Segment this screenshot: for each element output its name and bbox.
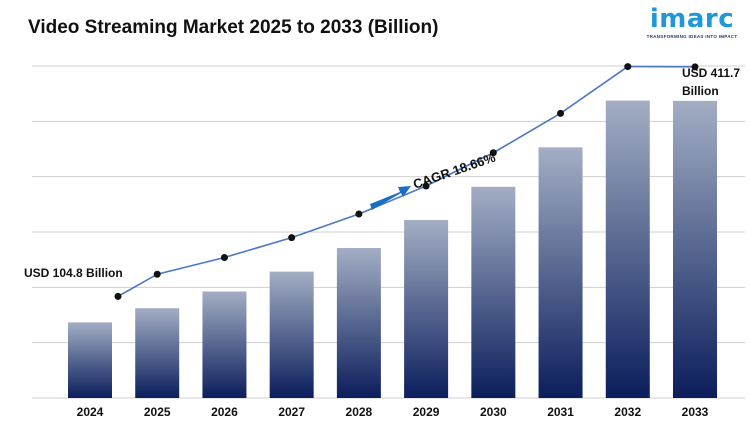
bar-2032 [605,100,650,399]
bar-2031 [538,147,583,398]
trend-marker-2031 [557,109,565,117]
logo-tagline: TRANSFORMING IDEAS INTO IMPACT [646,34,738,39]
cagr-arrow [370,186,411,210]
bar-2029 [404,220,449,398]
x-tick-2024: 2024 [77,405,104,419]
trend-line [117,65,696,298]
chart-title: Video Streaming Market 2025 to 2033 (Bil… [28,17,439,38]
trend-marker-2027 [288,234,296,242]
bar-2025 [135,308,180,398]
x-tick-labels: 2024 2025 2026 2027 2028 2029 2030 2031 2032 2033 [77,405,709,419]
bar-2024 [68,322,112,398]
logo-wordmark: imarc [649,4,735,34]
end-value-label-line1: USD 411.7 [682,66,740,80]
bar-2033 [673,100,717,399]
end-value-label-line2: Billion [682,84,719,98]
trend-marker-2030 [489,149,497,157]
imarc-logo: imarc TRANSFORMING IDEAS INTO IMPACT [642,4,742,39]
x-tick-2033: 2033 [682,405,709,419]
x-tick-2032: 2032 [614,405,641,419]
bar-2027 [269,271,314,398]
bar-2028 [336,248,381,398]
x-tick-2028: 2028 [346,405,373,419]
bar-2026 [202,291,247,398]
x-tick-2030: 2030 [480,405,507,419]
start-value-label: USD 104.8 Billion [24,266,123,280]
trend-marker-2026 [220,253,228,261]
x-tick-2025: 2025 [144,405,171,419]
bar-2030 [471,186,516,398]
cagr-label: CAGR 18.66% [411,150,498,192]
trend-line-group [114,63,699,300]
trend-marker-2024 [114,292,122,300]
trend-marker-2028 [355,210,363,218]
trend-marker-2032 [624,63,632,71]
x-tick-2027: 2027 [278,405,305,419]
trend-marker-2025 [153,270,161,278]
x-tick-2029: 2029 [413,405,440,419]
x-tick-2031: 2031 [547,405,574,419]
trend-marker-2033 [691,63,699,71]
bars-group [68,100,717,399]
trend-marker-2029 [422,182,430,190]
x-tick-2026: 2026 [211,405,238,419]
